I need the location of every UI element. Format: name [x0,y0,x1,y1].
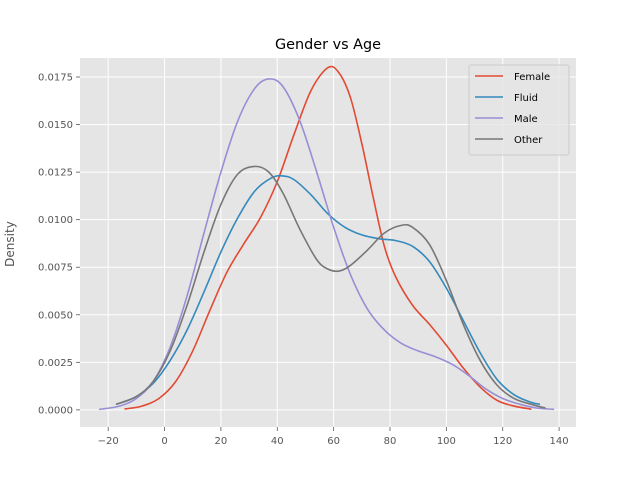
legend-label-fluid: Fluid [514,93,538,104]
y-tick-label: 0.0050 [38,310,73,321]
x-tick-label: 60 [327,436,340,447]
x-tick-label: 120 [493,436,512,447]
y-tick-label: 0.0100 [38,215,73,226]
x-tick-label: −20 [98,436,119,447]
legend-label-male: Male [514,114,538,125]
x-tick-label: 80 [384,436,397,447]
legend-label-female: Female [514,72,550,83]
chart-title: Gender vs Age [275,37,381,53]
x-tick-label: 20 [215,436,228,447]
x-tick-label: 40 [271,436,284,447]
x-tick-label: 0 [161,436,167,447]
x-axis: −20 0 20 40 60 80 100 120 140 [98,427,569,447]
series-line-other [115,165,546,409]
x-tick-label: 140 [550,436,569,447]
series-line-male [98,78,555,411]
legend-box [468,64,570,156]
legend: Female Fluid Male Other [468,64,570,156]
y-tick-label: 0.0150 [38,120,73,131]
y-tick-label: 0.0125 [38,168,73,179]
series-line-fluid [115,174,541,405]
y-tick-label: 0.0175 [38,73,73,84]
y-tick-label: 0.0025 [38,358,73,369]
y-axis: 0.0000 0.0025 0.0050 0.0075 0.0100 0.0125 0.01… [38,73,80,416]
y-axis-label: Density [3,221,17,267]
series-layer [98,65,555,411]
y-tick-label: 0.0075 [38,263,73,274]
series-line-female [124,65,532,410]
y-tick-label: 0.0000 [38,405,73,416]
legend-label-other: Other [514,135,543,146]
x-tick-label: 100 [437,436,456,447]
